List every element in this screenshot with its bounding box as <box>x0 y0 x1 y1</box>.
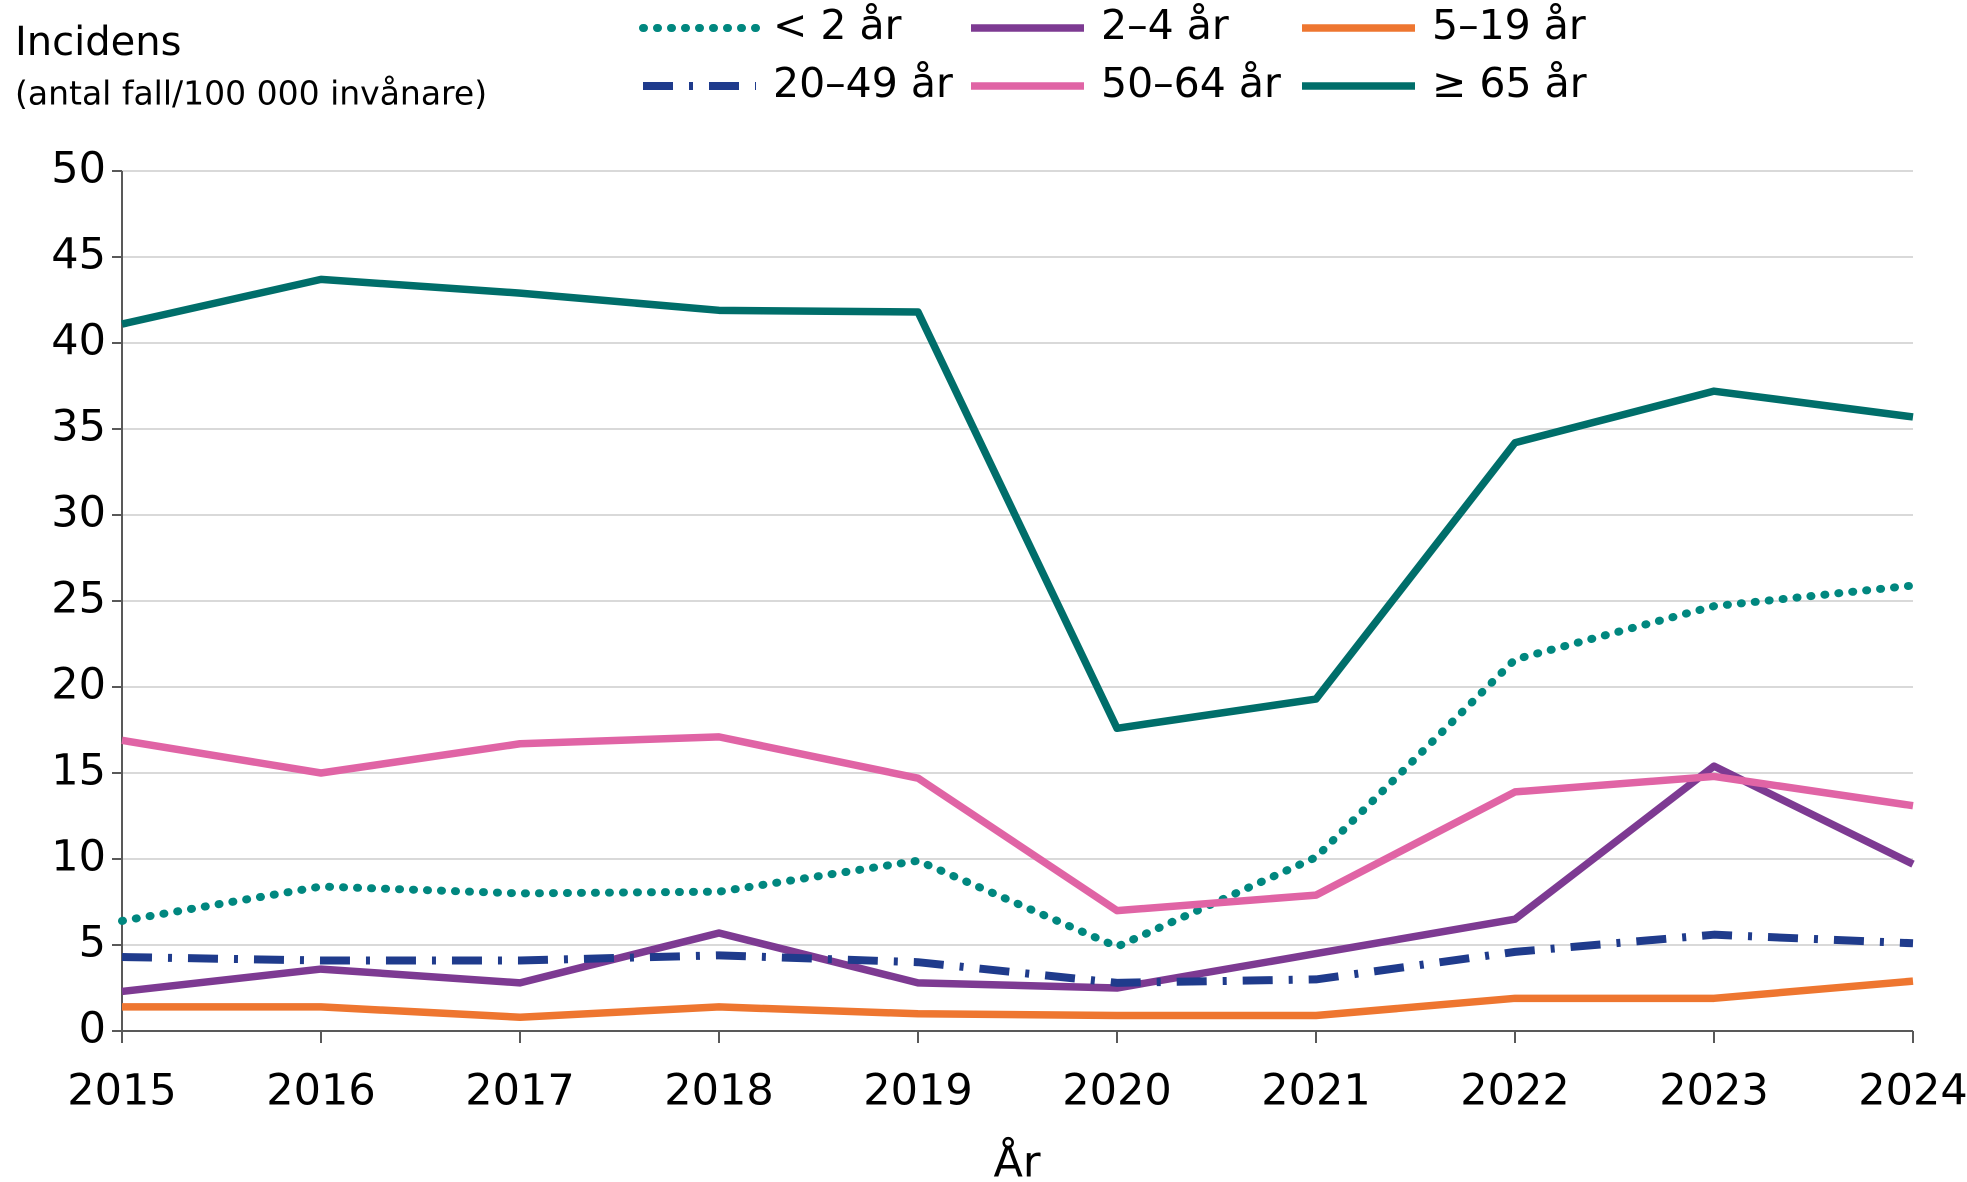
y-tick-label: 45 <box>51 230 106 280</box>
x-tick-label: 2015 <box>67 1066 176 1116</box>
chart-title: Incidens <box>15 19 181 65</box>
x-tick-label: 2024 <box>1858 1066 1967 1116</box>
legend-label: 2–4 år <box>1101 1 1229 49</box>
y-tick-label: 35 <box>51 402 106 452</box>
y-tick-label: 50 <box>51 144 106 194</box>
y-tick-label: 5 <box>79 918 106 968</box>
legend-label: 5–19 år <box>1432 1 1586 49</box>
x-axis-label: År <box>993 1137 1040 1182</box>
x-tick-label: 2016 <box>266 1066 375 1116</box>
y-tick-label: 40 <box>51 316 106 366</box>
y-tick-label: 20 <box>51 660 106 710</box>
series-line <box>118 581 1917 951</box>
legend-label: 50–64 år <box>1101 59 1281 107</box>
x-tick-label: 2018 <box>664 1066 773 1116</box>
chart-subtitle: (antal fall/100 000 invånare) <box>15 74 487 113</box>
x-tick-label: 2022 <box>1460 1066 1569 1116</box>
y-tick-label: 0 <box>79 1004 106 1054</box>
series-line <box>121 762 1915 996</box>
x-tick-label: 2019 <box>863 1066 972 1116</box>
y-tick-label: 30 <box>51 488 106 538</box>
series-line <box>121 275 1914 733</box>
series-line <box>122 977 1914 1021</box>
y-tick-label: 25 <box>51 574 106 624</box>
x-tick-label: 2023 <box>1659 1066 1768 1116</box>
legend-label: 20–49 år <box>773 59 953 107</box>
legend-label: ≥ 65 år <box>1432 59 1587 107</box>
y-tick-label: 15 <box>51 746 106 796</box>
y-tick-label: 10 <box>51 832 106 882</box>
legend-label: < 2 år <box>773 1 902 49</box>
series-line <box>121 733 1914 915</box>
x-tick-label: 2021 <box>1261 1066 1370 1116</box>
x-tick-label: 2017 <box>465 1066 574 1116</box>
x-tick-label: 2020 <box>1062 1066 1171 1116</box>
